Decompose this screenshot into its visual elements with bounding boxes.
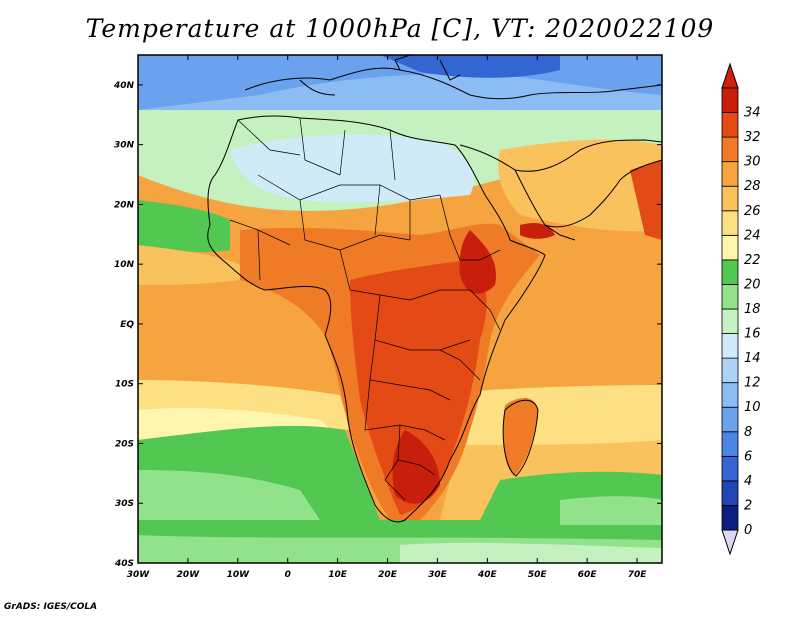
lon-tick-label: 10W [227,570,251,580]
country-borders [229,117,501,501]
colorbar-label: 26 [744,204,761,219]
colorbar-swatch [721,505,739,531]
lon-tick-label: 40E [477,570,498,580]
colorbar-label: 34 [744,106,761,121]
colorbar-swatch [721,210,739,236]
map-title: Temperature at 1000hPa [C], VT: 20200221… [85,14,715,43]
colorbar-swatch [721,185,739,212]
lat-tick-label: 20S [115,439,134,449]
colorbar-label: 14 [744,351,761,366]
footer-credit: GrADS: IGES/COLA [4,602,98,612]
lat-tick-label: 20N [114,200,135,210]
colorbar-label: 4 [744,474,752,489]
longitude-axis: 30W 20W 10W 0 10E 20E 30E 40E 50E 60E 70E [127,55,647,580]
colorbar-label: 20 [744,277,761,292]
colorbar-swatch [721,161,739,187]
colorbar-swatch [721,480,739,506]
colorbar-label: 0 [744,523,752,538]
colorbar-swatch [721,87,739,113]
colorbar-swatch [721,259,739,285]
latitude-axis: 40S 30S 20S 10S EQ 10N 20N 30N 40N [113,81,662,569]
colorbar-label: 24 [744,228,761,243]
temperature-field [138,55,662,563]
colorbar-swatch [721,333,739,359]
colorbar-swatch [721,431,739,457]
colorbar-swatch [721,406,739,433]
colorbar-label: 32 [744,130,761,145]
lon-tick-label: 10E [328,570,348,580]
colorbar-label: 16 [744,327,761,342]
lon-tick-label: 20E [378,570,398,580]
colorbar-max-arrow [721,62,739,89]
colorbar-swatch [721,112,739,138]
colorbar-label: 6 [744,449,752,464]
lon-tick-label: 30W [127,570,151,580]
lat-tick-label: 40N [113,81,135,91]
lat-tick-label: 30S [115,499,134,509]
lat-tick-label: 40S [114,559,134,569]
colorbar-label: 28 [744,179,761,194]
colorbar-swatch [721,234,739,261]
colorbar-swatch [721,357,739,384]
colorbar-label: 8 [744,425,752,440]
lat-tick-label: 30N [114,141,135,151]
colorbar-swatch [721,284,739,310]
colorbar-label: 12 [744,376,761,391]
colorbar-label: 2 [744,498,752,513]
colorbar-min-arrow [721,529,739,556]
lon-tick-label: 50E [528,570,548,580]
lon-tick-label: 30E [428,570,448,580]
lon-tick-label: 60E [578,570,598,580]
lat-tick-label: EQ [120,320,134,330]
lon-tick-label: 70E [628,570,648,580]
coastline-layer [207,55,662,523]
lat-tick-label: 10N [114,260,135,270]
lat-tick-label: 10S [115,380,134,390]
lon-tick-label: 0 [285,570,291,580]
colorbar-swatch [721,382,739,408]
colorbar-swatch [721,136,739,163]
colorbar-swatch [721,455,739,482]
colorbar-label: 18 [744,302,761,317]
colorbar-label: 22 [744,253,761,268]
colorbar-label: 30 [744,155,761,170]
colorbar-swatch [721,308,739,334]
map-frame [137,54,663,564]
lon-tick-label: 20W [177,570,201,580]
colorbar-label: 10 [744,400,761,415]
